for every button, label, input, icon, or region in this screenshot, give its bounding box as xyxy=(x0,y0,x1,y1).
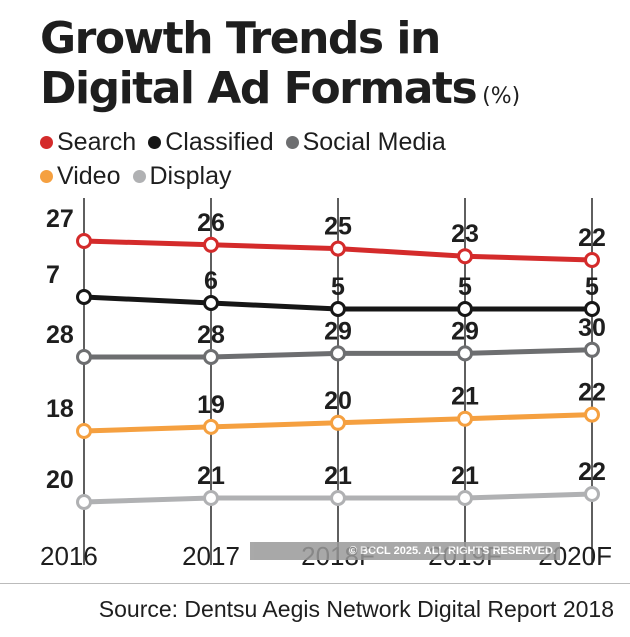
x-tick-2017: 2017 xyxy=(182,541,240,571)
legend-dot-classified xyxy=(148,136,162,149)
point-classified-2017 xyxy=(203,295,219,311)
point-search-2018F xyxy=(330,240,346,257)
title-line-1: Growth Trends in xyxy=(40,13,441,64)
point-video-2020F xyxy=(584,406,600,423)
legend-label-search: Search xyxy=(57,128,137,156)
chart-title: Growth Trends in Digital Ad Formats (%) xyxy=(40,14,520,122)
label-classified-2016: 7 xyxy=(46,261,60,289)
legend-label-social-media: Social Media xyxy=(302,128,446,156)
label-search-2017: 26 xyxy=(197,209,225,237)
label-display-2017: 21 xyxy=(197,462,225,490)
label-classified-2018F: 5 xyxy=(331,273,345,301)
divider xyxy=(0,583,630,584)
point-display-2018F xyxy=(330,490,346,506)
label-video-2016: 18 xyxy=(46,395,74,423)
label-display-2018F: 21 xyxy=(324,462,352,490)
point-search-2017 xyxy=(203,236,219,253)
label-classified-2020F: 5 xyxy=(585,273,599,301)
label-classified-2019F: 5 xyxy=(458,273,472,301)
legend-dot-video xyxy=(40,170,53,183)
label-display-2019F: 21 xyxy=(451,462,479,490)
label-display-2016: 20 xyxy=(46,466,74,494)
copyright-bar: © BCCL 2025. ALL RIGHTS RESERVED. xyxy=(250,542,560,560)
label-search-2020F: 22 xyxy=(578,224,606,252)
point-social-media-2017 xyxy=(203,349,219,365)
label-search-2016: 27 xyxy=(46,205,74,233)
point-display-2020F xyxy=(584,486,600,502)
label-video-2017: 19 xyxy=(197,391,225,419)
point-classified-2019F xyxy=(457,301,473,317)
legend-dot-display xyxy=(132,170,146,183)
label-video-2020F: 22 xyxy=(578,379,606,407)
label-classified-2017: 6 xyxy=(204,267,218,295)
label-social-media-2016: 28 xyxy=(46,321,74,349)
title-unit: (%) xyxy=(482,84,521,109)
legend-row-2: Video Display xyxy=(40,162,231,191)
legend-dot-social-media xyxy=(285,136,299,149)
point-display-2019F xyxy=(457,490,473,506)
line-chart: 27 26 25 23 22 7 6 5 5 5 28 28 29 29 30 18 19 20 21 22 20 21 2… xyxy=(40,198,612,571)
label-social-media-2020F: 30 xyxy=(578,314,606,342)
legend-label-display: Display xyxy=(149,162,232,190)
point-search-2019F xyxy=(457,248,473,265)
point-video-2017 xyxy=(203,418,219,435)
point-social-media-2016 xyxy=(76,349,92,365)
label-search-2018F: 25 xyxy=(324,213,352,241)
label-search-2019F: 23 xyxy=(451,220,479,248)
legend-label-classified: Classified xyxy=(165,128,274,156)
legend-row-1: Search Classified Social Media xyxy=(40,128,446,157)
point-classified-2018F xyxy=(330,301,346,317)
point-social-media-2020F xyxy=(584,341,600,358)
label-video-2018F: 20 xyxy=(324,387,352,415)
point-video-2018F xyxy=(330,414,346,431)
legend-item-classified: Classified xyxy=(148,128,274,157)
point-classified-2020F xyxy=(584,301,600,317)
legend-item-search: Search xyxy=(40,128,136,157)
x-tick-2016: 2016 xyxy=(40,541,98,571)
point-display-2017 xyxy=(203,490,219,506)
legend-item-video: Video xyxy=(40,162,121,191)
point-classified-2016 xyxy=(76,289,92,305)
legend-dot-search xyxy=(40,136,53,149)
point-search-2016 xyxy=(76,233,92,249)
point-video-2016 xyxy=(76,423,92,439)
legend-item-display: Display xyxy=(132,162,232,191)
title-line-2: Digital Ad Formats xyxy=(40,63,478,114)
legend-label-video: Video xyxy=(57,162,121,190)
label-social-media-2018F: 29 xyxy=(324,317,352,345)
point-display-2016 xyxy=(76,494,92,510)
label-social-media-2019F: 29 xyxy=(451,317,479,345)
label-display-2020F: 22 xyxy=(578,458,606,486)
label-video-2019F: 21 xyxy=(451,383,479,411)
legend-item-social-media: Social Media xyxy=(285,128,446,157)
point-social-media-2018F xyxy=(330,345,346,362)
point-social-media-2019F xyxy=(457,345,473,362)
source-note: Source: Dentsu Aegis Network Digital Rep… xyxy=(98,596,614,622)
point-search-2020F xyxy=(584,252,600,268)
point-video-2019F xyxy=(457,410,473,427)
label-social-media-2017: 28 xyxy=(197,321,225,349)
